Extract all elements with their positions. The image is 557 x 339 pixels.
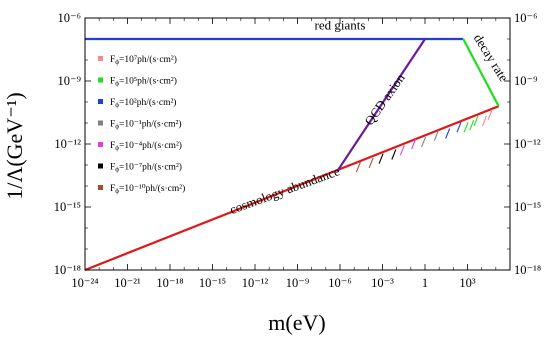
y-tick-label-right: 10⁻⁶ (514, 11, 537, 25)
flux-marks (355, 109, 493, 173)
flux-mark (391, 149, 397, 160)
x-tick-label: 10⁻¹⁸ (156, 276, 183, 290)
annotation-red-giants: red giants (315, 18, 366, 33)
flux-mark (421, 136, 427, 148)
flux-mark (463, 121, 469, 133)
x-tick-label: 10³ (459, 276, 476, 290)
x-axis-title: m(eV) (268, 310, 325, 335)
legend-swatch (98, 142, 103, 147)
flux-mark (445, 128, 451, 139)
series-lines (84, 37, 500, 272)
legend-swatch (98, 163, 103, 169)
legend-label: Fϕ=10⁻⁷ph/(s·cm²) (110, 162, 182, 174)
y-tick-label-left: 10⁻⁹ (58, 74, 81, 88)
y-tick-label-left: 10⁻¹⁵ (54, 200, 81, 214)
flux-mark (355, 161, 361, 173)
series-line-decay-rate (462, 38, 500, 107)
annotation-qcd-axion: QCD axion (361, 70, 408, 128)
flux-mark (473, 115, 479, 127)
y-tick-label-right: 10⁻¹² (514, 137, 541, 151)
flux-mark (481, 115, 488, 127)
flux-mark (433, 130, 439, 141)
y-tick-label-left: 10⁻¹² (54, 137, 81, 151)
x-tick-label: 10⁻⁶ (328, 276, 351, 290)
y-tick-label-right: 10⁻¹⁵ (514, 200, 541, 214)
legend-label: Fϕ=10²ph/(s·cm²) (110, 97, 176, 109)
x-tick-label: 10⁻³ (371, 276, 394, 290)
legend-swatch (98, 185, 103, 190)
flux-mark (411, 138, 417, 150)
series-line-cosmology-abundance (84, 105, 500, 272)
legend-label: Fϕ=10⁷ph/(s·cm²) (110, 54, 177, 66)
legend-swatch (98, 56, 103, 61)
tick-labels: 10⁻²⁴ 10⁻²¹ 10⁻¹⁸ 10⁻¹⁵ 10⁻¹² 10⁻⁹ 10⁻⁶ 10⁻³ 1 10… (54, 11, 541, 290)
x-tick-label: 10⁻⁹ (286, 276, 309, 290)
legend-label: Fϕ=10⁻¹ph/(s·cm²) (110, 119, 182, 131)
legend-label: Fϕ=10⁻⁴ph/(s·cm²) (110, 140, 182, 152)
x-tick-label: 10⁻²⁴ (71, 276, 98, 290)
series-line-qcd-axion (336, 38, 426, 172)
y-tick-label-left: 10⁻⁶ (58, 11, 81, 25)
annotation-decay-rate: decay rate (471, 31, 512, 84)
legend-label: Fϕ=10⁻¹⁰ph/(s·cm²) (110, 183, 185, 195)
flux-mark (487, 109, 493, 120)
annotation-cosmology-abundance: cosmology abundance (228, 163, 342, 217)
y-axis-title: 1/Λ(GeV⁻¹) (2, 92, 27, 199)
flux-mark (456, 121, 462, 133)
y-tick-label-left: 10⁻¹⁸ (54, 263, 81, 277)
legend-swatch (98, 120, 103, 126)
x-tick-label: 10⁻¹² (242, 276, 269, 290)
x-tick-label: 10⁻²¹ (114, 276, 141, 290)
legend-swatch (98, 77, 103, 83)
flux-mark (469, 119, 475, 131)
flux-mark (368, 157, 374, 169)
y-tick-label-right: 10⁻¹⁸ (514, 263, 541, 277)
legend-swatch (98, 99, 103, 104)
flux-mark (378, 153, 384, 164)
legend-label: Fϕ=10⁵ph/(s·cm²) (110, 76, 177, 88)
x-tick-label: 1 (422, 276, 428, 290)
x-tick-label: 10⁻¹⁵ (199, 276, 226, 290)
plot-frame (84, 17, 511, 271)
y-tick-label-right: 10⁻⁹ (514, 74, 537, 88)
legend: Fϕ=10⁷ph/(s·cm²) Fϕ=10⁵ph/(s·cm²) Fϕ=10²ph… (98, 54, 185, 195)
flux-mark (399, 145, 405, 156)
